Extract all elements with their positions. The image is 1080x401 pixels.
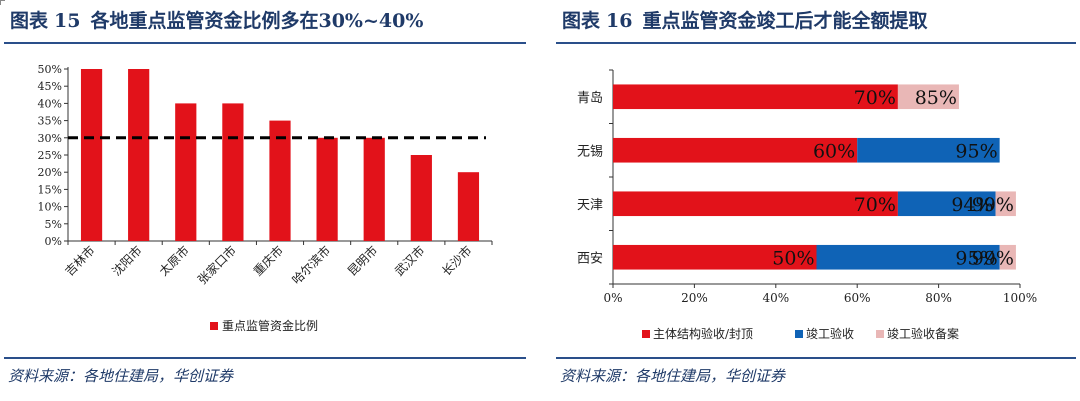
y-tick-label: 40% <box>38 97 62 110</box>
figure-16-source: 资料来源：各地住建局，华创证券 <box>560 367 786 385</box>
legend-label: 竣工验收 <box>806 326 854 341</box>
bar <box>410 155 432 241</box>
data-label: 70% <box>854 87 896 109</box>
bar <box>316 137 338 241</box>
figure-15-title-text: 各地重点监管资金比例多在30%~40% <box>90 10 424 32</box>
bar <box>363 137 385 241</box>
figure-15-title: 图表 15 各地重点监管资金比例多在30%~40% <box>10 6 423 33</box>
legend-swatch <box>876 330 884 338</box>
bar-segment <box>613 137 858 163</box>
data-label: 85% <box>915 87 957 109</box>
x-tick-label: 80% <box>925 291 952 305</box>
y-tick-label: 无锡 <box>577 144 603 159</box>
figure-15-panel: 图表 15 各地重点监管资金比例多在30%~40% 0% 5% 10% 15% 20% 25%… <box>0 0 530 401</box>
y-tick-label: 20% <box>38 166 62 179</box>
figure-15-title-prefix: 图表 <box>10 10 49 32</box>
figure-15-bar-chart: 0% 5% 10% 15% 20% 25% 30% 35% 40% 45% 50% 吉林市 沈阳市 太原市… <box>38 63 493 333</box>
page-corner-mark <box>0 0 5 5</box>
legend-label: 竣工验收备案 <box>887 326 959 341</box>
figure-16-stacked-bar-chart: 0% 20% 40% 60% 80% 100% 青岛 70% 85% 无锡 60% 95% 天津 70% 9… <box>577 69 1037 341</box>
figure-16-title-number: 16 <box>606 10 633 32</box>
y-tick-label: 10% <box>38 201 62 214</box>
bar-segment <box>613 244 817 270</box>
bar-segment <box>613 84 898 110</box>
data-label: 60% <box>813 140 855 162</box>
bar <box>457 172 480 241</box>
bar-segment <box>613 191 898 217</box>
x-tick-label: 太原市 <box>156 243 192 279</box>
y-tick-label: 30% <box>38 132 62 145</box>
legend-swatch <box>642 330 650 338</box>
bar <box>269 120 291 241</box>
y-tick-label: 45% <box>38 80 62 93</box>
bar <box>175 103 197 242</box>
y-tick-label: 15% <box>38 183 62 196</box>
x-tick-label: 重庆市 <box>250 243 286 279</box>
y-tick-label: 5% <box>45 218 62 231</box>
y-tick-label: 天津 <box>577 198 603 213</box>
legend-swatch <box>795 330 803 338</box>
x-tick-label: 40% <box>762 291 789 305</box>
figure-16-title-prefix: 图表 <box>562 10 601 32</box>
figure-16-title-text: 重点监管资金竣工后才能全额提取 <box>642 10 928 32</box>
data-label: 99% <box>972 194 1014 216</box>
data-label: 50% <box>772 247 814 269</box>
x-tick-label: 昆明市 <box>344 243 380 279</box>
data-label: 95% <box>955 140 997 162</box>
x-tick-label: 长沙市 <box>438 243 474 279</box>
x-tick-label: 沈阳市 <box>109 243 145 279</box>
y-tick-label: 35% <box>38 115 62 128</box>
legend-label: 主体结构验收/封顶 <box>653 326 753 341</box>
bar-segment <box>999 244 1016 270</box>
figure-15-bottom-rule <box>4 357 526 359</box>
x-tick-label: 吉林市 <box>62 243 98 279</box>
bar-segment <box>995 191 1016 217</box>
figure-16-bottom-rule <box>556 357 1076 359</box>
y-tick-label: 0% <box>45 235 62 248</box>
x-tick-label: 0% <box>603 291 622 305</box>
bar-segment <box>897 191 996 217</box>
x-tick-label: 60% <box>844 291 871 305</box>
data-label: 70% <box>854 194 896 216</box>
y-tick-label: 50% <box>38 63 62 76</box>
figure-16-title: 图表 16 重点监管资金竣工后才能全额提取 <box>562 6 927 33</box>
bar <box>80 69 103 241</box>
data-label: 99% <box>972 247 1014 269</box>
figure-15-top-rule <box>4 42 526 44</box>
y-tick-label: 25% <box>38 149 62 162</box>
data-label: 94% <box>951 194 993 216</box>
legend-label: 重点监管资金比例 <box>222 318 318 333</box>
x-tick-label: 哈尔滨市 <box>289 243 334 288</box>
bar-segment <box>816 244 1000 270</box>
legend-swatch <box>210 322 218 330</box>
x-tick-label: 张家口市 <box>194 243 239 288</box>
figure-16-panel: 图表 16 重点监管资金竣工后才能全额提取 0% 20% 40% 60% 80% 100% 青岛… <box>552 0 1080 401</box>
bar-segment <box>857 137 1000 163</box>
y-tick-label: 西安 <box>577 251 603 266</box>
bar <box>222 103 244 242</box>
bar <box>128 69 150 241</box>
x-tick-label: 武汉市 <box>391 243 427 279</box>
x-tick-label: 100% <box>1003 291 1037 305</box>
x-tick-label: 20% <box>681 291 708 305</box>
figure-16-top-rule <box>556 42 1076 44</box>
bar-segment <box>897 84 959 110</box>
data-label: 95% <box>955 247 997 269</box>
figure-15-title-number: 15 <box>54 10 81 32</box>
figure-15-source: 资料来源：各地住建局，华创证券 <box>8 367 234 385</box>
y-tick-label: 青岛 <box>577 90 603 106</box>
